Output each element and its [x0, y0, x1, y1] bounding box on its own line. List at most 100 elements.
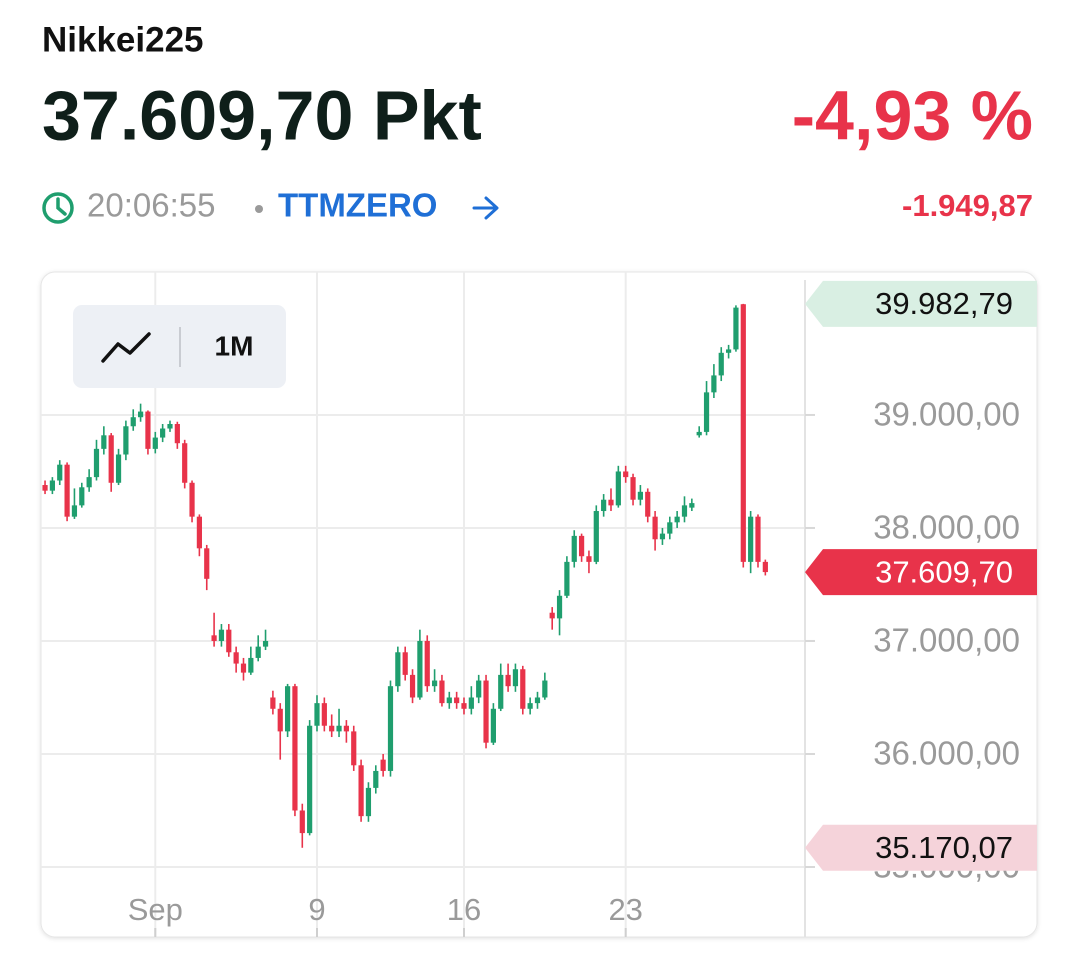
candle-body [196, 516, 202, 549]
candle-body [578, 535, 585, 557]
candle-body [586, 556, 592, 562]
candle-body [659, 533, 666, 540]
candle-body [637, 491, 643, 500]
candle-body [409, 674, 416, 698]
candle-body [601, 499, 607, 512]
candle-body [454, 697, 460, 704]
candle-body [534, 697, 541, 704]
x-tick-label: Sep [128, 892, 183, 927]
candle-body [380, 759, 386, 771]
candle-body [57, 464, 63, 481]
candle-body [240, 663, 247, 673]
candle-body [137, 411, 144, 418]
last-tag [805, 549, 1037, 596]
candle-body [64, 464, 70, 517]
candle-body [711, 375, 717, 393]
candle-body [527, 703, 533, 709]
chart-type-button[interactable] [101, 332, 151, 363]
candle-body [336, 725, 342, 732]
source-link[interactable]: TTMZERO [278, 187, 437, 224]
candle-body [520, 669, 526, 709]
candle-body [630, 477, 636, 500]
candle-body [755, 516, 761, 562]
link-arrow[interactable] [472, 196, 499, 220]
high-tag-label: 39.982,79 [875, 286, 1013, 321]
candle-body [292, 686, 298, 811]
candle-body [226, 629, 232, 653]
candle-body [549, 612, 555, 619]
y-tick-label: 38.000,00 [873, 509, 1020, 546]
candle-body [248, 657, 254, 673]
candle-body [703, 392, 710, 432]
time: 20:06:55 [87, 187, 215, 224]
candle-body [152, 437, 158, 449]
candle-body [608, 499, 614, 506]
candle-body [431, 680, 438, 687]
candle-body [115, 454, 122, 483]
candle-body [314, 703, 320, 726]
candle-body [189, 482, 195, 517]
change-percent: -4,93 % [792, 76, 1033, 154]
candle-body [468, 697, 474, 709]
candle-body [351, 731, 357, 766]
y-tick-label: 37.000,00 [873, 622, 1020, 659]
candle-body [490, 708, 496, 743]
change-absolute: -1.949,87 [902, 188, 1033, 223]
candle-body [681, 505, 688, 517]
candle-body [740, 304, 746, 562]
price: 37.609,70 Pkt [42, 76, 482, 154]
candle-body [725, 349, 732, 353]
candle-body [218, 629, 225, 641]
candle-body [564, 561, 570, 596]
candle-body [329, 725, 335, 732]
candle-body [762, 561, 768, 573]
candle-body [167, 424, 173, 429]
candle-body [71, 505, 78, 517]
price-tags: 39.982,79 35.170,07 37.609,70 [805, 280, 1037, 871]
candle-body [101, 435, 107, 449]
candle-body [49, 480, 55, 491]
candle-body [307, 725, 313, 834]
candle-body [277, 708, 283, 732]
chart-controls: 1M [73, 305, 286, 388]
candle-body [299, 810, 305, 834]
candle-body [284, 686, 291, 732]
candle-body [343, 725, 349, 732]
candle-body [160, 428, 166, 438]
candle-body [182, 443, 188, 483]
candle-body [542, 680, 548, 698]
x-tick-label: 9 [308, 892, 325, 927]
last-tag-label: 37.609,70 [875, 554, 1013, 589]
y-tick-label: 39.000,00 [873, 396, 1020, 433]
candle-body [86, 477, 92, 488]
candle-body [424, 640, 430, 687]
candle-body [667, 522, 673, 534]
range-button[interactable]: 1M [215, 330, 254, 361]
candle-body [270, 697, 276, 709]
candle-body [321, 703, 327, 726]
candle-body [233, 652, 239, 664]
candle-body [42, 485, 48, 491]
candle-body [483, 680, 489, 743]
candle-body [387, 686, 394, 771]
candle-body [417, 640, 423, 698]
plot [41, 272, 805, 937]
y-tick-label: 36.000,00 [873, 735, 1020, 772]
candle-body [358, 765, 364, 817]
separator-dot [255, 205, 263, 213]
candle-body [130, 417, 136, 427]
candle-body [395, 652, 401, 687]
candle-body [461, 703, 467, 709]
candle-body [79, 487, 85, 506]
low-tag [805, 824, 1037, 871]
candle-body [505, 674, 511, 687]
clock-icon [42, 192, 74, 224]
candle-body [204, 548, 210, 579]
candle-body [476, 680, 482, 698]
x-tick-label: 16 [447, 892, 481, 927]
candle-body [748, 516, 754, 562]
candle-body [512, 669, 519, 687]
candle-body [123, 426, 129, 455]
candle-body [696, 431, 702, 436]
